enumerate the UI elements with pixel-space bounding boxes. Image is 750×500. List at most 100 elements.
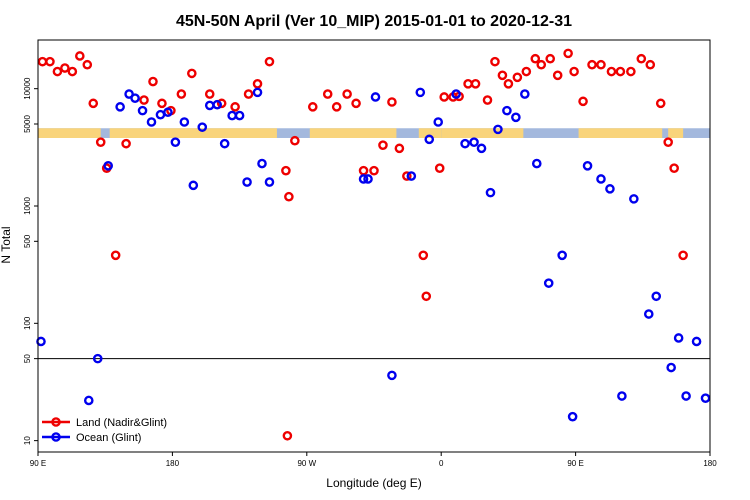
ocean-point: [257, 158, 267, 169]
ocean-point: [433, 117, 444, 127]
y-tick-label: 5000: [23, 115, 32, 133]
ocean-point: [543, 278, 554, 288]
ocean-point: [557, 250, 567, 261]
ocean-point: [451, 89, 461, 99]
ocean-point: [469, 137, 479, 147]
band-land-segment: [309, 128, 397, 138]
ocean-point: [485, 187, 496, 198]
ocean-point: [115, 102, 125, 112]
land-point: [402, 171, 412, 181]
x-tick-label: 180: [703, 459, 717, 468]
land-point: [569, 66, 579, 77]
ocean-point: [137, 105, 148, 116]
land-point: [187, 68, 197, 79]
ocean-point: [567, 411, 578, 422]
ocean-point: [691, 336, 702, 347]
y-tick-label: 10000: [23, 77, 32, 100]
ocean-point: [92, 353, 103, 364]
ocean-point: [415, 87, 426, 98]
ocean-point: [130, 93, 140, 103]
land-point: [243, 89, 254, 99]
legend: Land (Nadir&Glint) Ocean (Glint): [42, 417, 167, 444]
legend-ocean-label: Ocean (Glint): [76, 432, 141, 444]
land-point: [60, 63, 70, 73]
land-point: [121, 138, 131, 149]
ocean-point: [424, 134, 435, 145]
land-point: [536, 59, 547, 70]
land-point: [563, 48, 573, 59]
land-point: [530, 53, 541, 64]
land-point: [88, 98, 99, 109]
ocean-point: [170, 137, 181, 147]
land-series-points: [37, 48, 688, 441]
land-point: [281, 165, 291, 176]
plot-frame: [37, 39, 711, 453]
ocean-point: [476, 143, 487, 154]
land-point: [110, 250, 121, 261]
land-point: [387, 97, 397, 107]
y-tick-label: 50: [23, 354, 32, 363]
land-point: [578, 96, 588, 107]
ocean-point: [370, 92, 381, 102]
land-point: [434, 163, 445, 173]
ocean-point: [651, 291, 662, 302]
ocean-point: [700, 393, 711, 403]
land-point: [669, 163, 679, 173]
ocean-point: [493, 124, 503, 135]
land-point: [204, 89, 215, 99]
ocean-point: [179, 117, 190, 127]
ocean-point: [502, 105, 512, 116]
ocean-point: [252, 87, 263, 98]
ocean-point: [387, 370, 397, 381]
ocean-point: [363, 174, 373, 184]
band-land-segment: [668, 128, 684, 138]
ocean-point: [681, 391, 691, 401]
land-point: [45, 56, 55, 67]
ocean-point: [673, 333, 684, 343]
plot-area: [36, 39, 711, 453]
ocean-point: [666, 362, 676, 373]
land-point: [230, 102, 240, 112]
land-point: [615, 66, 626, 77]
ocean-point: [643, 309, 654, 319]
band-land-segment: [441, 128, 524, 138]
land-point: [552, 70, 563, 81]
band-land-segment: [578, 128, 663, 138]
y-axis-label: N Total: [0, 226, 13, 263]
land-point: [369, 165, 379, 176]
ocean-point: [103, 161, 113, 171]
land-point: [95, 137, 106, 147]
y-tick-label: 100: [23, 316, 32, 330]
land-point: [290, 135, 300, 146]
ocean-point: [511, 112, 521, 123]
ocean-point: [219, 138, 230, 149]
ocean-point: [605, 184, 615, 194]
land-point: [52, 66, 63, 77]
land-point: [482, 95, 493, 105]
legend-ocean-marker: [51, 432, 61, 442]
ocean-point: [146, 117, 157, 127]
land-point: [626, 66, 636, 77]
land-point: [512, 72, 523, 83]
ocean-point: [234, 110, 245, 121]
land-point: [342, 89, 352, 99]
land-point: [470, 79, 481, 89]
ocean-point: [596, 174, 606, 184]
land-point: [521, 66, 532, 77]
ocean-point: [36, 336, 46, 347]
ocean-point: [406, 171, 417, 181]
land-point: [264, 56, 275, 67]
x-axis-label: Longitude (deg E): [326, 476, 421, 490]
land-point: [606, 66, 617, 77]
ocean-point: [582, 161, 593, 171]
x-tick-label: 90 E: [30, 459, 46, 468]
ocean-point: [358, 174, 369, 184]
density-band: [38, 128, 710, 138]
land-point: [331, 102, 342, 112]
ocean-point: [242, 177, 252, 187]
ocean-point: [197, 122, 208, 132]
land-point: [596, 59, 606, 70]
ocean-point: [531, 158, 542, 169]
